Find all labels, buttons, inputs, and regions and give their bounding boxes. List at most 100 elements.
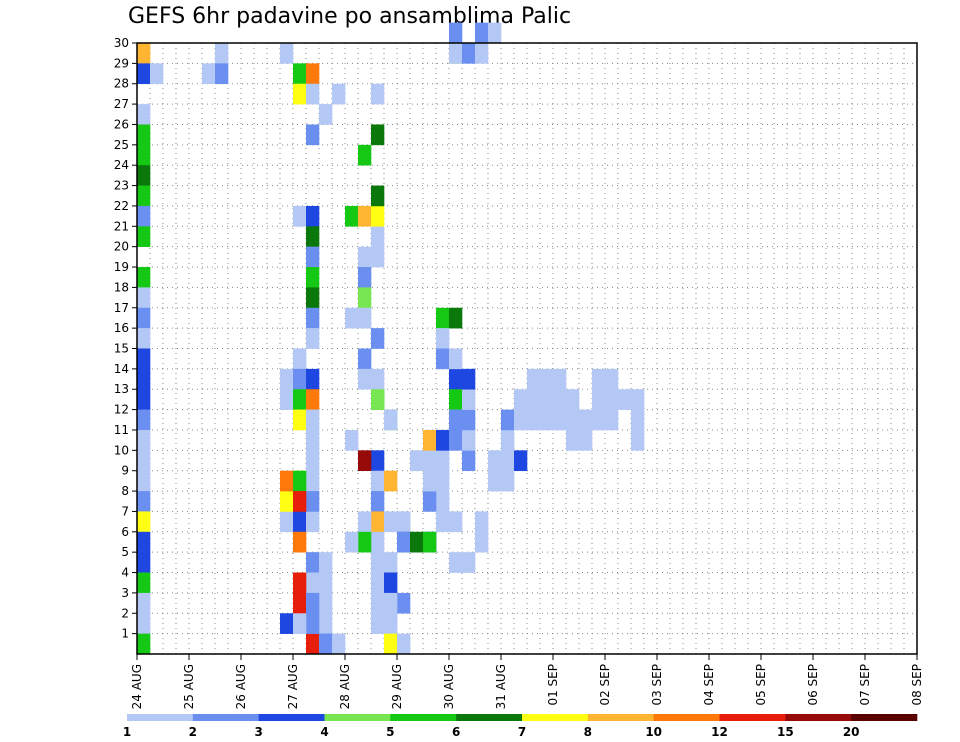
- heatmap-cell: [358, 205, 372, 227]
- legend-swatch: [522, 714, 589, 721]
- x-tick-label: 30 AUG: [442, 664, 456, 709]
- heatmap-cell: [306, 328, 320, 349]
- y-tick-label: 1: [121, 627, 129, 641]
- heatmap-cell: [358, 267, 372, 288]
- heatmap-cell: [436, 307, 450, 329]
- heatmap-cell: [410, 531, 424, 553]
- y-tick-label: 26: [114, 117, 129, 131]
- heatmap-cell: [371, 592, 385, 614]
- heatmap-cell: [358, 246, 372, 268]
- heatmap-cell: [514, 409, 528, 431]
- heatmap-cell: [423, 531, 437, 553]
- heatmap-cell: [306, 246, 320, 268]
- heatmap-cell: [137, 552, 151, 573]
- x-tick-label: 08 SEP: [910, 664, 924, 706]
- legend-swatch: [258, 714, 325, 721]
- heatmap-cell: [293, 348, 307, 370]
- heatmap-cell: [371, 450, 385, 471]
- heatmap-cell: [397, 531, 411, 553]
- heatmap-cell: [384, 592, 398, 614]
- heatmap-cell: [137, 226, 151, 247]
- y-tick-label: 9: [121, 464, 129, 478]
- heatmap-cell: [293, 491, 307, 512]
- y-tick-label: 16: [114, 321, 129, 335]
- heatmap-cell: [306, 450, 320, 471]
- heatmap-cell: [137, 572, 151, 594]
- heatmap-cell: [397, 633, 411, 655]
- heatmap-cell: [488, 450, 502, 471]
- heatmap-cell: [397, 511, 411, 533]
- heatmap-cell: [137, 450, 151, 471]
- heatmap-cell: [449, 368, 463, 390]
- y-tick-label: 7: [121, 504, 129, 518]
- heatmap-cell: [332, 83, 346, 105]
- y-tick-label: 10: [114, 443, 129, 457]
- heatmap-cell: [306, 552, 320, 573]
- heatmap-cell: [475, 511, 489, 533]
- heatmap-cell: [306, 124, 320, 146]
- heatmap-cell: [293, 531, 307, 553]
- heatmap-cell: [358, 144, 372, 166]
- y-tick-label: 2: [121, 606, 129, 620]
- x-tick-label: 25 AUG: [182, 664, 196, 709]
- legend-swatch: [456, 714, 523, 721]
- heatmap-cell: [371, 368, 385, 390]
- heatmap-cell: [319, 104, 333, 125]
- legend-swatch: [587, 714, 654, 721]
- heatmap-cell: [371, 389, 385, 410]
- y-tick-label: 15: [114, 342, 129, 356]
- heatmap-cell: [280, 613, 294, 634]
- y-tick-label: 17: [114, 301, 129, 315]
- heatmap-cell: [462, 368, 476, 390]
- heatmap-cell: [137, 124, 151, 146]
- heatmap-cell: [488, 470, 502, 492]
- heatmap-cell: [592, 409, 606, 431]
- heatmap-cell: [423, 450, 437, 471]
- heatmap-cell: [280, 368, 294, 390]
- heatmap-cell: [137, 531, 151, 553]
- heatmap-cell: [319, 592, 333, 614]
- heatmap-cell: [449, 22, 463, 44]
- y-tick-label: 18: [114, 280, 129, 294]
- heatmap-cell: [462, 409, 476, 431]
- heatmap-cell: [631, 389, 645, 410]
- legend-swatch: [324, 714, 391, 721]
- heatmap-cell: [319, 572, 333, 594]
- heatmap-cell: [293, 572, 307, 594]
- heatmap-cell: [371, 572, 385, 594]
- heatmap-cell: [475, 22, 489, 44]
- heatmap-cell: [371, 226, 385, 247]
- heatmap-cell: [436, 328, 450, 349]
- heatmap-cell: [306, 613, 320, 634]
- y-tick-label: 20: [114, 240, 129, 254]
- heatmap-cell: [592, 368, 606, 390]
- heatmap-cell: [293, 205, 307, 227]
- legend-swatch: [653, 714, 720, 721]
- legend-label: 5: [386, 725, 394, 739]
- heatmap-cell: [449, 409, 463, 431]
- heatmap-cell: [449, 511, 463, 533]
- heatmap-cell: [436, 511, 450, 533]
- legend-swatch: [390, 714, 457, 721]
- heatmap-cell: [371, 246, 385, 268]
- heatmap-cell: [410, 450, 424, 471]
- heatmap-cell: [137, 389, 151, 410]
- y-tick-label: 29: [114, 56, 129, 70]
- heatmap-cell: [566, 429, 580, 451]
- heatmap-cell: [384, 470, 398, 492]
- legend-swatch: [719, 714, 786, 721]
- heatmap-cell: [605, 409, 619, 431]
- heatmap-cell: [306, 287, 320, 309]
- y-tick-label: 30: [114, 36, 129, 50]
- heatmap-cell: [553, 368, 567, 390]
- heatmap-cell: [358, 531, 372, 553]
- y-tick-label: 22: [114, 199, 129, 213]
- heatmap-cell: [293, 409, 307, 431]
- heatmap-cell: [384, 409, 398, 431]
- heatmap-cell: [137, 491, 151, 512]
- heatmap-cell: [527, 409, 541, 431]
- heatmap-cell: [436, 491, 450, 512]
- y-tick-label: 25: [114, 138, 129, 152]
- heatmap-cell: [358, 348, 372, 370]
